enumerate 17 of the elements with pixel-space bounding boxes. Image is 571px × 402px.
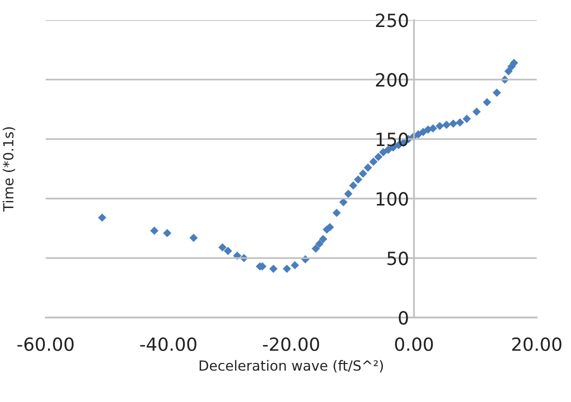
y-tick-label: 150 [376,132,408,146]
point [462,114,471,123]
y-tick-label: 0 [398,311,408,325]
point [269,264,278,273]
x-tick-label: 0.00 [395,337,433,351]
x-tick-label: -40.00 [140,337,196,351]
x-tick-label: -20.00 [262,337,320,351]
point [482,98,492,106]
y-tick-label: 100 [376,192,408,206]
y-axis-title: Time (*0.1s) [2,127,16,212]
x-axis-title: Deceleration wave (ft/S^²) [200,360,383,372]
y-tick-label: 250 [376,14,408,28]
y-tick-label: 200 [376,73,408,87]
x-tick-label: 20.00 [512,337,562,351]
y-tick-label: 50 [388,252,408,266]
point [218,243,227,252]
x-tick-label: -60.00 [17,337,74,351]
